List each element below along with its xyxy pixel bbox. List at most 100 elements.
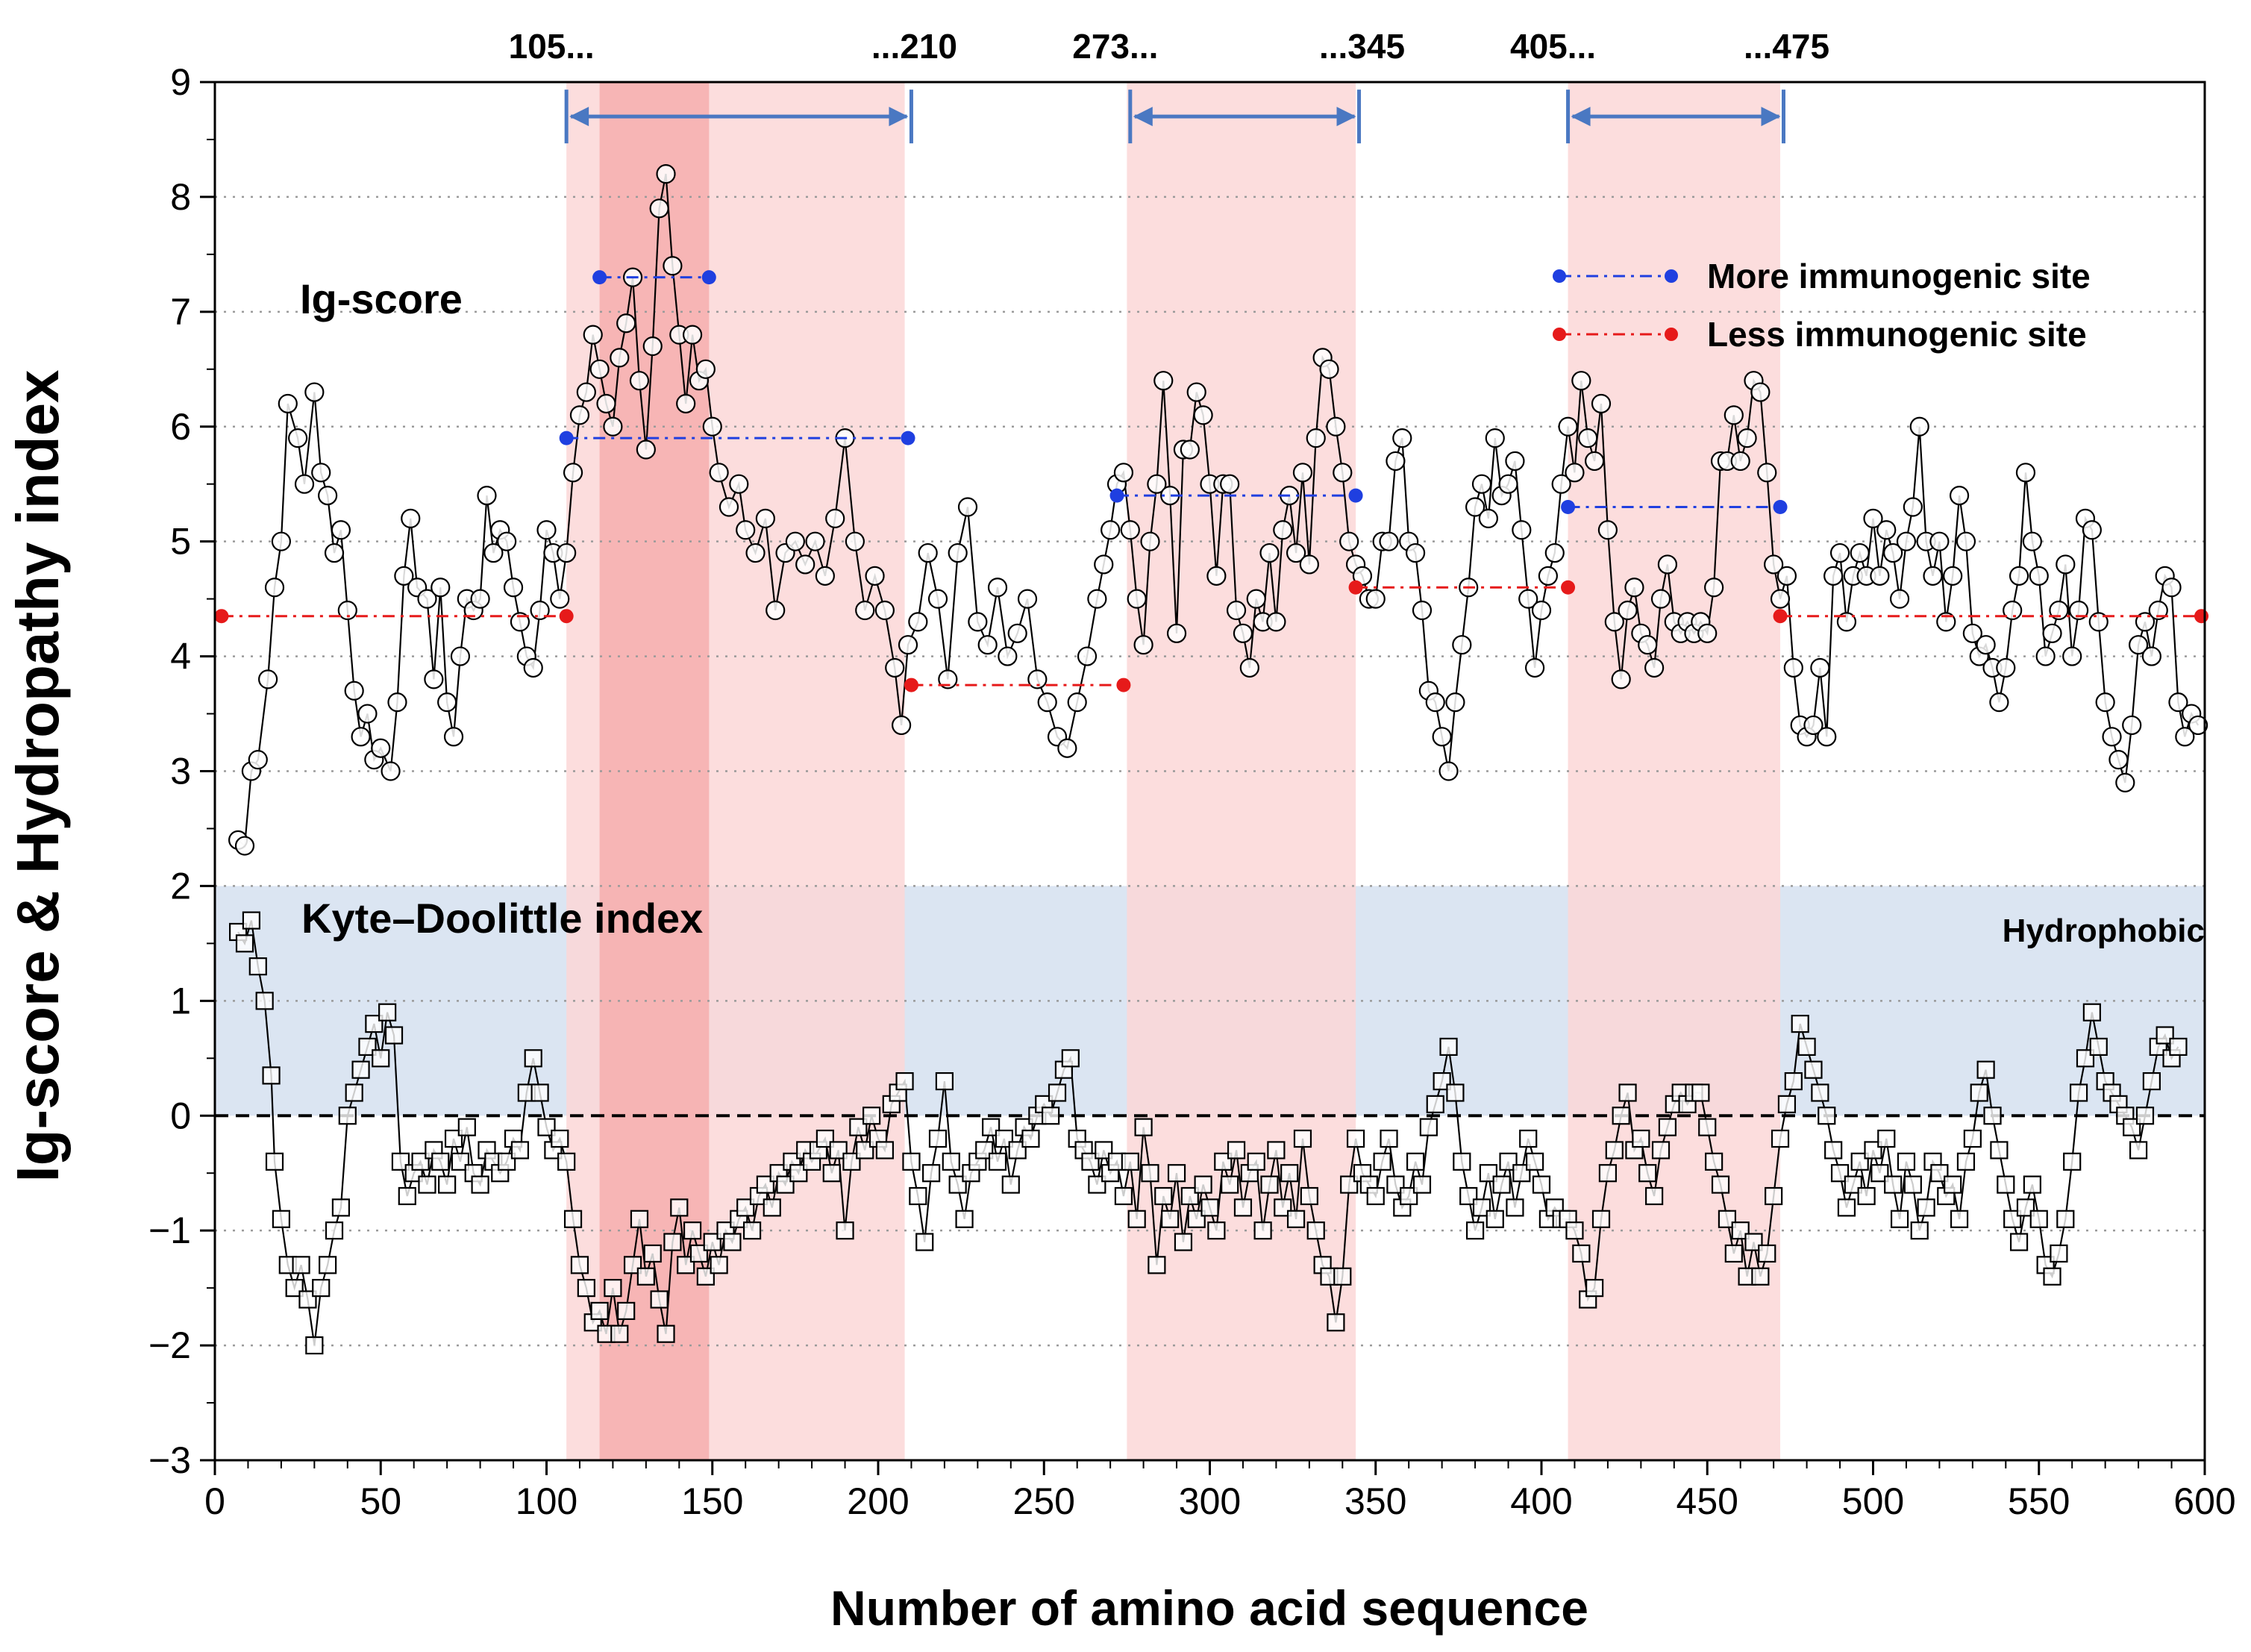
ig-score-point [892,715,912,736]
kd-index-point [563,1210,583,1228]
kd-index-point [248,957,267,976]
kd-index-point [1512,1164,1531,1183]
kd-index-point [551,1129,569,1148]
y-tick-label: 0 [170,1095,191,1136]
ig-score-point [2068,600,2089,621]
kd-index-point [2135,1107,2155,1125]
ig-score-point [1817,727,1837,747]
kd-index-point [1950,1210,1969,1228]
ig-score-point [1432,727,1452,747]
y-tick-label: 5 [170,521,191,563]
ig-score-point [2188,715,2208,736]
ig-score-point [1445,692,1465,713]
ig-score-point [1333,463,1353,483]
kd-index-point [1465,1221,1485,1240]
kd-index-point [2076,1049,2095,1068]
ig-score-point [1226,600,1247,621]
ig-score-point [1485,428,1505,448]
y-tick-label: 3 [170,751,191,792]
kd-index-point [358,1037,377,1057]
kd-index-point [305,1336,324,1355]
kd-index-point [262,1066,281,1085]
ig-score-point [2122,715,2142,736]
kd-index-point [418,1175,436,1194]
kd-index-point [1844,1175,1862,1194]
kd-index-point [1956,1152,1976,1171]
x-axis-title: Number of amino acid sequence [830,1580,1588,1636]
ig-score-point [1996,657,2016,678]
kd-index-point [1983,1107,2002,1125]
kd-index-point [723,1233,742,1251]
kd-index-point [1765,1186,1783,1206]
kd-index-point [384,1026,404,1045]
kd-index-point [1890,1210,1909,1228]
kd-index-point [1612,1107,1630,1125]
kd-index-point [2063,1152,2082,1171]
ig-score-point [1889,589,1910,609]
ig-score-point [1776,566,1797,586]
y-tick-label: −3 [148,1439,191,1481]
kd-index-point [710,1256,728,1274]
ig-score-point [1077,646,1098,666]
ig-score-point [1094,554,1114,575]
ig-score-point [2003,600,2023,621]
kd-index-point [1864,1141,1882,1160]
kd-index-point [530,1083,549,1102]
ig-score-point [938,669,958,689]
kd-index-point [1797,1037,1816,1057]
kd-index-point [1061,1049,1080,1068]
ig-score-point [885,657,905,678]
kd-index-point [995,1129,1014,1148]
ig-score-point [1319,359,1339,379]
kd-index-point [1148,1256,1166,1274]
kd-index-point [988,1152,1007,1171]
kd-index-point [862,1107,881,1125]
ig-score-point [1956,531,1976,551]
ig-score-point [264,578,285,598]
ig-score-point [957,497,978,517]
kd-index-point [2023,1175,2041,1194]
ig-score-point [1193,405,1213,425]
ig-score-point [536,520,557,540]
ig-score-point [898,635,918,655]
kd-index-point [1373,1152,1391,1171]
kd-index-point [338,1107,357,1125]
legend-less-dot-left [1553,328,1566,341]
kd-index-point [1705,1152,1724,1171]
x-tick-label: 550 [2008,1480,2070,1522]
ig-score-point [278,393,298,414]
x-tick-label: 0 [204,1480,225,1522]
y-tick-label: 7 [170,291,191,333]
kd-index-point [345,1083,363,1102]
ig-score-point [1365,589,1386,609]
ig-score-point [1326,416,1346,437]
kd-index-point [2169,1037,2188,1057]
kd-index-point [736,1198,755,1217]
x-tick-label: 400 [1510,1480,1572,1522]
kd-index-point [1499,1152,1518,1171]
kd-index-point [1724,1244,1743,1263]
ig-score-point [557,542,577,563]
x-tick-label: 200 [847,1480,909,1522]
kd-index-point [902,1152,921,1171]
kd-index-point [1439,1037,1458,1057]
ig-score-point [636,439,656,460]
kd-index-point [604,1279,622,1298]
kd-index-point [1306,1221,1325,1240]
more-immunogenic-dot [592,270,607,285]
kd-index-point [1021,1129,1040,1148]
kd-index-point [1121,1152,1139,1171]
legend-more-dot-right [1665,269,1678,283]
legend-more-text: More immunogenic site [1707,257,2091,295]
ig-score-point [2168,692,2188,713]
kd-index-point [444,1129,463,1148]
ig-score-point [1087,589,1107,609]
kd-index-point [1327,1313,1345,1332]
ig-score-point [1597,520,1618,540]
kd-index-point [1400,1186,1418,1206]
hydrophobic-label: Hydrophobic [2003,913,2205,949]
kd-index-point [2089,1037,2108,1057]
less-immunogenic-dot [2194,609,2209,624]
ig-score-point [1949,485,1970,506]
ig-score-point [470,589,490,609]
